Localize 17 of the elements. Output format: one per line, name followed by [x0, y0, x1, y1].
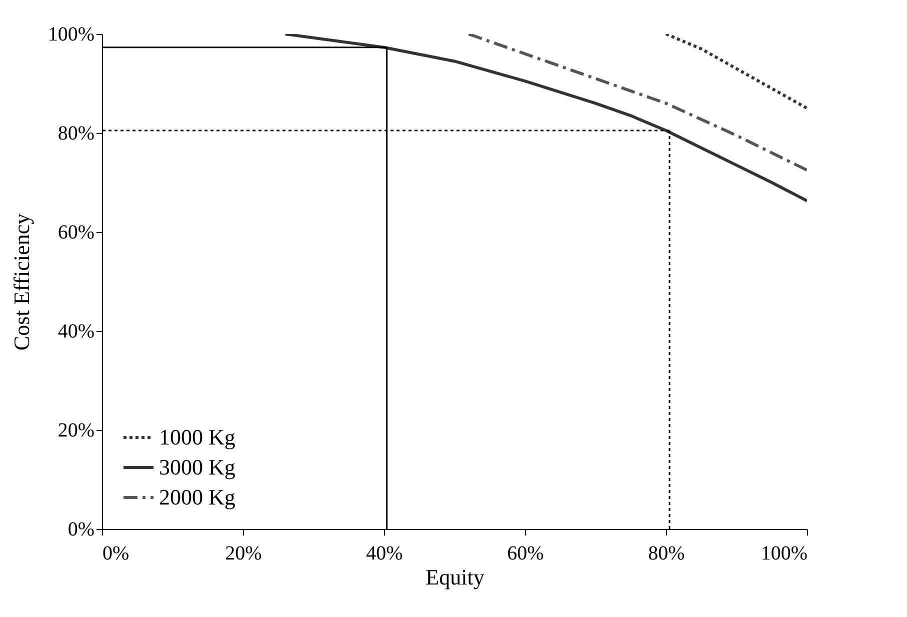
x-tick-label: 0%: [102, 542, 130, 564]
y-tick-label: 40%: [58, 320, 94, 342]
x-tick-label: 20%: [225, 542, 262, 564]
y-tick-label: 100%: [48, 24, 94, 46]
y-tick-label: 0%: [68, 518, 94, 540]
legend-label: 2000 Kg: [159, 484, 236, 510]
x-axis-title: Equity: [426, 564, 484, 590]
y-tick-label: 20%: [58, 420, 94, 442]
x-tick-label: 60%: [507, 542, 544, 564]
y-axis-title: Cost Efficiency: [8, 213, 34, 351]
x-tick-label: 100%: [760, 542, 808, 564]
x-tick-label: 40%: [366, 542, 403, 564]
y-tick-label: 60%: [58, 222, 94, 244]
legend-label: 1000 Kg: [159, 424, 236, 450]
y-tick-label: 80%: [58, 122, 94, 144]
legend-label: 3000 Kg: [159, 454, 236, 480]
x-tick-label: 80%: [648, 542, 685, 564]
